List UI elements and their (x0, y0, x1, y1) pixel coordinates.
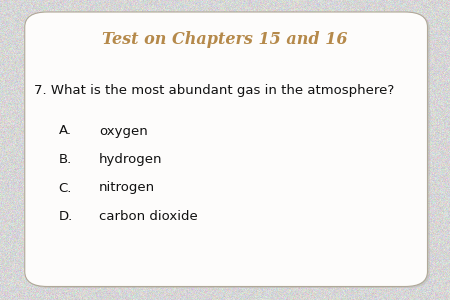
FancyBboxPatch shape (27, 14, 430, 288)
Text: C.: C. (58, 182, 72, 194)
Text: Test on Chapters 15 and 16: Test on Chapters 15 and 16 (102, 32, 348, 49)
Text: D.: D. (58, 210, 73, 223)
Text: nitrogen: nitrogen (99, 182, 155, 194)
Text: A.: A. (58, 124, 72, 137)
Text: hydrogen: hydrogen (99, 153, 162, 166)
Text: carbon dioxide: carbon dioxide (99, 210, 198, 223)
FancyBboxPatch shape (25, 12, 427, 286)
Text: 7. What is the most abundant gas in the atmosphere?: 7. What is the most abundant gas in the … (34, 84, 394, 97)
Text: oxygen: oxygen (99, 124, 148, 137)
Text: B.: B. (58, 153, 72, 166)
